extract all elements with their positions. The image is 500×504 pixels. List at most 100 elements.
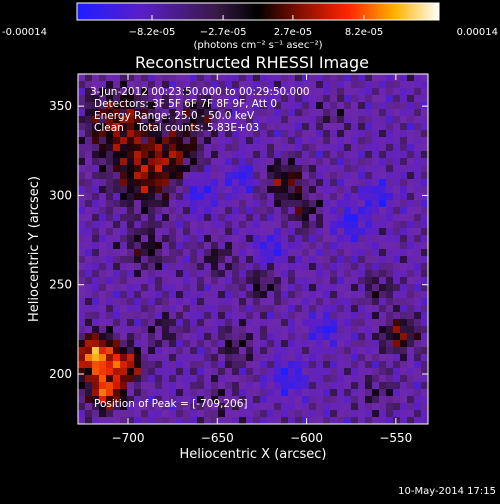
heatmap-cell (295, 284, 303, 292)
heatmap-cell (239, 137, 247, 145)
heatmap-cell (386, 298, 394, 306)
heatmap-cell (372, 235, 380, 243)
heatmap-cell (421, 116, 428, 124)
heatmap-cell (309, 382, 317, 390)
heatmap-cell (351, 326, 359, 334)
heatmap-cell (316, 137, 324, 145)
heatmap-cell (372, 74, 380, 82)
heatmap-cell (134, 214, 142, 222)
heatmap-cell (204, 410, 212, 418)
heatmap-cell (78, 256, 86, 264)
heatmap-cell (225, 340, 233, 348)
heatmap-cell (274, 144, 282, 152)
heatmap-cell (337, 368, 345, 376)
heatmap-cell (316, 109, 324, 117)
heatmap-cell (407, 256, 415, 264)
heatmap-cell (162, 186, 170, 194)
heatmap-cell (239, 326, 247, 334)
heatmap-cell (106, 291, 114, 299)
heatmap-cell (246, 228, 254, 236)
heatmap-cell (134, 312, 142, 320)
heatmap-cell (197, 200, 205, 208)
heatmap-cell (120, 235, 128, 243)
heatmap-cell (316, 200, 324, 208)
heatmap-cell (323, 179, 331, 187)
heatmap-cell (386, 172, 394, 180)
heatmap-cell (120, 137, 128, 145)
heatmap-cell (134, 151, 142, 159)
heatmap-cell (225, 333, 233, 341)
heatmap-cell (162, 326, 170, 334)
heatmap-cell (183, 74, 191, 82)
heatmap-cell (281, 284, 289, 292)
heatmap-cell (211, 74, 219, 82)
heatmap-cell (162, 354, 170, 362)
heatmap-cell (113, 263, 121, 271)
heatmap-cell (218, 186, 226, 194)
heatmap-cell (155, 151, 163, 159)
heatmap-cell (155, 158, 163, 166)
heatmap-cell (274, 263, 282, 271)
heatmap-cell (148, 95, 156, 103)
heatmap-cell (260, 368, 268, 376)
heatmap-cell (330, 130, 338, 138)
heatmap-cell (148, 410, 156, 418)
heatmap-cell (204, 102, 212, 110)
heatmap-cell (176, 410, 184, 418)
heatmap-cell (309, 305, 317, 313)
heatmap-cell (113, 354, 121, 362)
heatmap-cell (295, 193, 303, 201)
heatmap-cell (99, 214, 107, 222)
heatmap-cell (344, 263, 352, 271)
heatmap-cell (169, 116, 177, 124)
heatmap-cell (414, 256, 422, 264)
heatmap-cell (239, 417, 247, 424)
heatmap-cell (197, 116, 205, 124)
heatmap-cell (267, 347, 275, 355)
heatmap-cell (211, 305, 219, 313)
heatmap-cell (365, 368, 373, 376)
heatmap-cell (267, 235, 275, 243)
heatmap-cell (372, 375, 380, 383)
heatmap-cell (92, 228, 100, 236)
heatmap-cell (239, 347, 247, 355)
heatmap-cell (120, 116, 128, 124)
heatmap-cell (190, 319, 198, 327)
heatmap-cell (274, 221, 282, 229)
heatmap-cell (113, 186, 121, 194)
heatmap-cell (379, 333, 387, 341)
heatmap-cell (253, 396, 261, 404)
heatmap-cell (99, 340, 107, 348)
heatmap-cell (211, 158, 219, 166)
heatmap-cell (414, 158, 422, 166)
heatmap-cell (323, 270, 331, 278)
heatmap-cell (218, 207, 226, 215)
heatmap-cell (239, 410, 247, 418)
heatmap-cell (337, 116, 345, 124)
heatmap-cell (386, 214, 394, 222)
heatmap-cell (183, 382, 191, 390)
heatmap-cell (393, 179, 401, 187)
heatmap-cell (337, 319, 345, 327)
heatmap-cell (407, 193, 415, 201)
heatmap-cell (127, 88, 135, 96)
heatmap-cell (232, 144, 240, 152)
heatmap-cell (330, 410, 338, 418)
heatmap-cell (281, 123, 289, 131)
heatmap-cell (204, 298, 212, 306)
heatmap-cell (253, 228, 261, 236)
heatmap-cell (169, 298, 177, 306)
heatmap-cell (162, 375, 170, 383)
heatmap-cell (127, 340, 135, 348)
heatmap-cell (372, 116, 380, 124)
heatmap-cell (260, 151, 268, 159)
heatmap-cell (99, 186, 107, 194)
heatmap-cell (162, 333, 170, 341)
heatmap-cell (155, 116, 163, 124)
heatmap-cell (344, 340, 352, 348)
heatmap-cell (421, 340, 428, 348)
heatmap-cell (99, 116, 107, 124)
heatmap-cell (365, 186, 373, 194)
heatmap-cell (274, 389, 282, 397)
heatmap-cell (358, 235, 366, 243)
